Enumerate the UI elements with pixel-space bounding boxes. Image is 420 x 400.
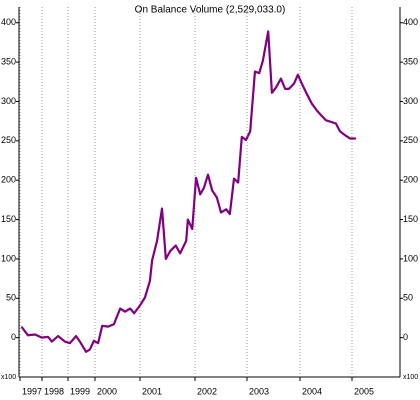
y-tick-label-right: 0 [403, 332, 408, 342]
y-tick-label-left: 0 [11, 332, 16, 342]
x-tick-label: 1999 [70, 386, 90, 396]
y-tick-label-right: 200 [403, 175, 418, 185]
y-unit-label-left: x100 [1, 374, 16, 381]
chart-title: On Balance Volume (2,529,033.0) [135, 5, 286, 16]
x-tick-label: 1997 [22, 386, 42, 396]
x-tick-label: 2000 [97, 386, 117, 396]
y-tick-label-left: 150 [1, 214, 16, 224]
x-tick-label: 1998 [44, 386, 64, 396]
x-tick-label: 2004 [302, 386, 322, 396]
y-unit-label-right: x100 [403, 374, 418, 381]
x-tick-label: 2003 [249, 386, 269, 396]
y-tick-label-left: 50 [6, 293, 16, 303]
y-tick-label-right: 350 [403, 56, 418, 66]
data-line [20, 30, 357, 353]
y-tick-label-right: 150 [403, 214, 418, 224]
y-tick-label-left: 200 [1, 175, 16, 185]
y-tick-label-left: 400 [1, 17, 16, 27]
y-tick-label-right: 400 [403, 17, 418, 27]
x-tick-label: 2002 [197, 386, 217, 396]
x-tick-label: 2005 [354, 386, 374, 396]
y-tick-label-left: 250 [1, 135, 16, 145]
y-tick-label-right: 100 [403, 253, 418, 263]
y-tick-label-right: 50 [403, 293, 413, 303]
y-tick-label-left: 100 [1, 253, 16, 263]
y-tick-label-left: 300 [1, 96, 16, 106]
x-tick-label: 2001 [142, 386, 162, 396]
y-tick-label-right: 250 [403, 135, 418, 145]
y-tick-label-right: 300 [403, 96, 418, 106]
y-tick-label-left: 350 [1, 56, 16, 66]
